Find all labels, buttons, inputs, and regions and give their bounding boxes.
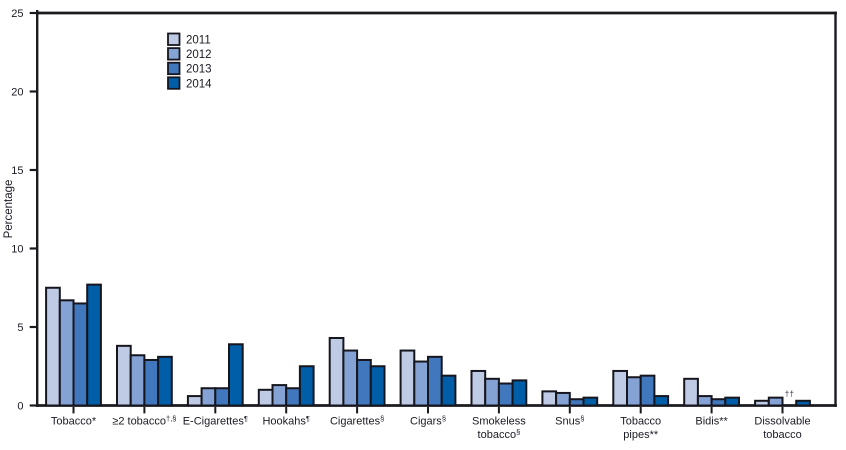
- x-category-label: Smokeless: [472, 416, 526, 428]
- bar-2013: [72, 302, 89, 407]
- legend-label: 2013: [186, 64, 212, 76]
- bar-2013: [568, 398, 585, 407]
- x-category-label: Dissolvable: [754, 416, 810, 428]
- x-category-label: ≥2 tobacco†,§: [112, 414, 176, 428]
- x-category-label: Tobacco: [620, 416, 661, 428]
- bar-2012: [413, 360, 429, 407]
- bar-2013: [214, 387, 231, 407]
- bar-2013: [639, 374, 656, 407]
- bar-2011: [541, 390, 558, 407]
- bar-2011: [754, 399, 770, 407]
- bar-2012: [484, 377, 500, 407]
- bar-2013: [285, 387, 301, 407]
- bar-2012: [626, 376, 642, 407]
- bar-2011: [186, 395, 203, 407]
- bar-2012: [767, 396, 784, 407]
- bar-2014: [440, 374, 457, 407]
- bar-2014: [369, 365, 386, 407]
- x-category-label: Cigarettes§: [330, 414, 384, 428]
- y-tick-label: 15: [11, 165, 23, 177]
- bar-2011: [683, 377, 699, 407]
- y-axis-title: Percentage: [3, 180, 15, 239]
- x-category-label: Cigars§: [410, 414, 446, 428]
- bar-2014: [653, 395, 670, 407]
- x-category-label: E-Cigarettes¶: [183, 414, 248, 428]
- legend-label: 2014: [186, 78, 212, 90]
- legend-swatch-2012: [167, 47, 181, 61]
- x-category-label: Hookahs¶: [262, 414, 309, 428]
- bar-2011: [399, 349, 416, 407]
- y-tick-label: 0: [17, 401, 23, 413]
- x-category-label: tobacco: [763, 429, 802, 441]
- bar-2011: [470, 369, 487, 407]
- y-tick-label: 5: [17, 322, 23, 334]
- legend-swatch-2013: [167, 61, 181, 76]
- bar-2013: [427, 355, 443, 407]
- bar-2014: [511, 379, 528, 407]
- bar-2011: [328, 336, 345, 407]
- legend-label: 2011: [186, 35, 211, 47]
- bar-2013: [356, 358, 372, 407]
- y-tick-label: 25: [11, 8, 23, 20]
- bar-2012: [342, 349, 359, 407]
- x-category-label: Bidis**: [695, 416, 728, 428]
- suppressed-data-marker: ††: [785, 389, 795, 399]
- legend-swatch-2011: [167, 32, 181, 46]
- bar-2013: [497, 382, 514, 407]
- y-tick-label: 20: [11, 87, 23, 99]
- bar-2014: [582, 396, 599, 407]
- bar-2012: [271, 384, 288, 407]
- y-tick-label: 10: [11, 244, 23, 256]
- legend-label: 2012: [186, 49, 212, 61]
- bar-2012: [58, 299, 75, 407]
- bar-2014: [795, 399, 811, 407]
- x-category-label: Tobacco*: [51, 416, 97, 428]
- bar-2014: [724, 396, 740, 407]
- bar-2013: [143, 358, 160, 407]
- bar-2014: [157, 355, 173, 407]
- bar-2014: [298, 365, 315, 407]
- bar-2011: [612, 369, 628, 407]
- bar-2014: [86, 283, 102, 407]
- bar-2014: [228, 343, 244, 407]
- legend-swatch-2014: [167, 76, 181, 90]
- bar-2013: [710, 398, 727, 407]
- bar-2011: [45, 286, 61, 407]
- x-category-label: tobacco§: [478, 428, 521, 442]
- bar-2012: [555, 391, 571, 407]
- bar-2011: [257, 388, 274, 407]
- bar-2012: [129, 354, 146, 407]
- bar-2012: [200, 387, 217, 407]
- bar-2011: [116, 344, 132, 407]
- x-category-label: pipes**: [623, 429, 659, 441]
- bar-2012: [696, 395, 713, 407]
- x-category-label: Snus§: [555, 414, 584, 428]
